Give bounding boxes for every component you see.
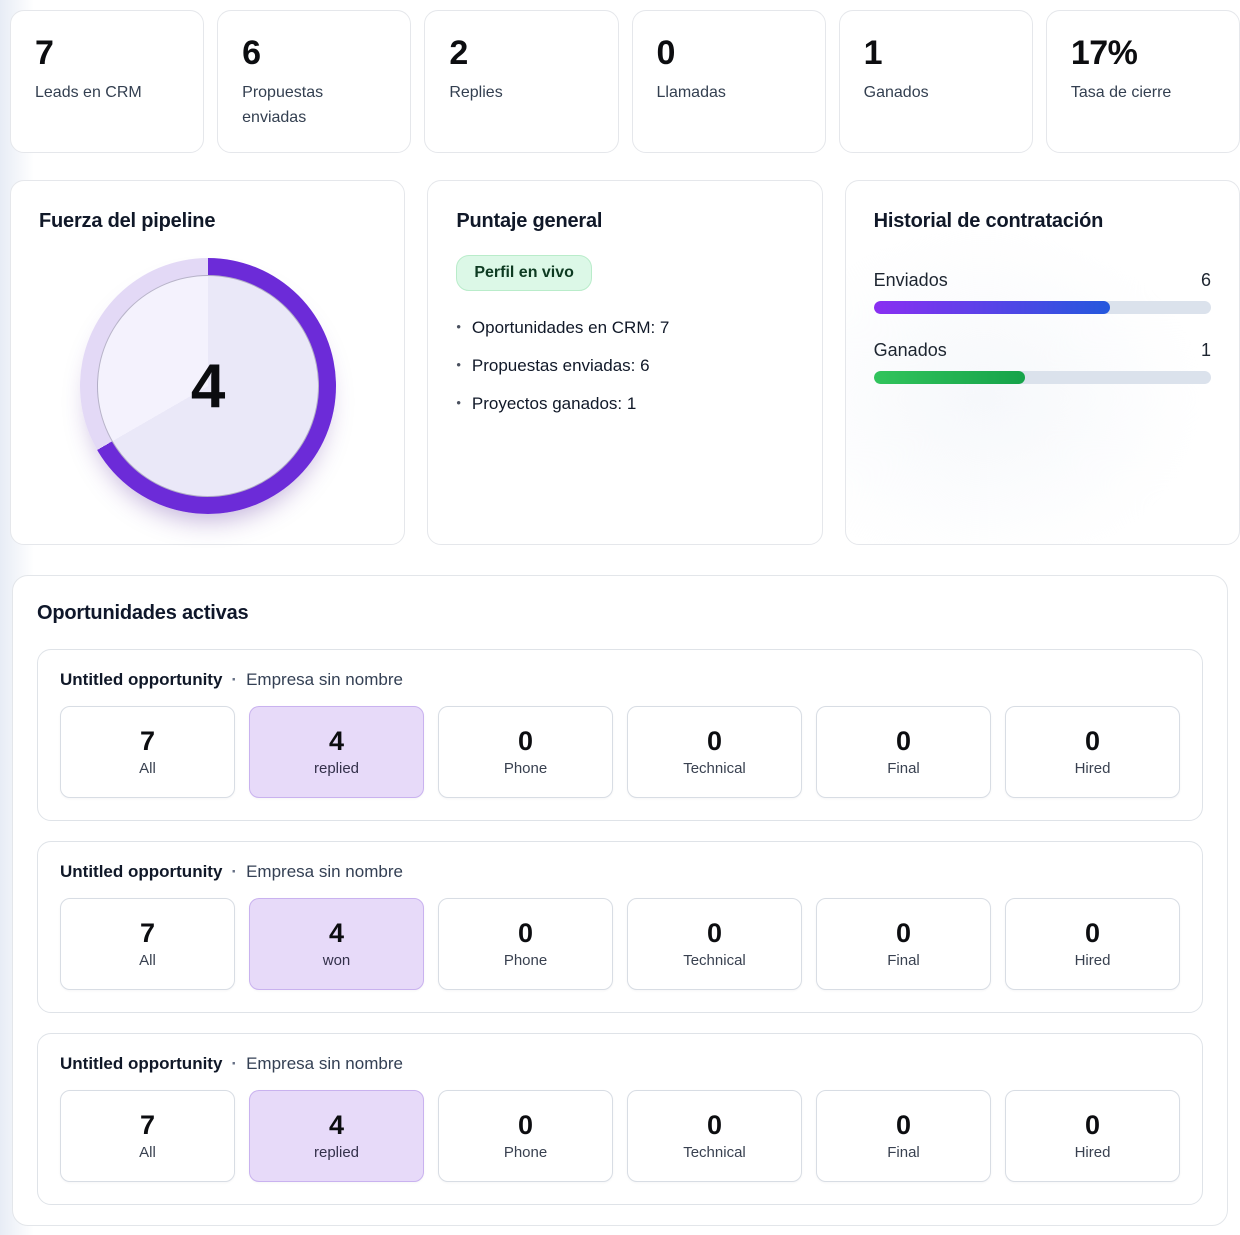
score-title: Puntaje general (456, 210, 603, 232)
stat-card-calls: 0 Llamadas (631, 10, 826, 153)
stat-label: Tasa de cierre (1070, 84, 1172, 102)
active-opportunities-section: Oportunidades activas Untitled opportuni… (12, 575, 1228, 1226)
bar-row-enviados: Enviados 6 (873, 270, 1211, 314)
bar-label: Enviados (873, 270, 948, 290)
dashboard: 7 Leads en CRM 6 Propuestas enviadas 2 R… (0, 10, 1240, 1226)
stage-tile-final[interactable]: 0 Final (816, 706, 991, 798)
bar-value: 1 (1200, 340, 1211, 360)
opportunity-header: Untitled opportunity · Empresa sin nombr… (60, 862, 1180, 882)
opportunity-header: Untitled opportunity · Empresa sin nombr… (60, 670, 1180, 690)
stage-tiles: 7 All 4 won 0 Phone 0 Technical 0 Fina (60, 898, 1180, 990)
stat-value: 0 (656, 34, 676, 72)
progress-track (873, 371, 1211, 384)
opportunity-company: Empresa sin nombre (246, 670, 403, 689)
overall-score-card: Puntaje general Perfil en vivo Oportunid… (427, 180, 823, 545)
stage-tile-hired[interactable]: 0 Hired (1005, 706, 1180, 798)
stat-label: Llamadas (656, 84, 726, 102)
stat-card-leads: 7 Leads en CRM (10, 10, 205, 153)
bar-label: Ganados (873, 340, 947, 360)
stage-tiles: 7 All 4 replied 0 Phone 0 Technical 0 (60, 1090, 1180, 1182)
bar-value: 6 (1200, 270, 1211, 290)
stage-tile-phone[interactable]: 0 Phone (438, 706, 613, 798)
bullet-item: Oportunidades en CRM: 7 (456, 318, 793, 338)
stat-value: 1 (863, 34, 883, 72)
progress-fill (873, 301, 1110, 314)
opportunity-name: Untitled opportunity (60, 1054, 223, 1073)
stage-tiles: 7 All 4 replied 0 Phone 0 Technical 0 (60, 706, 1180, 798)
stage-tile-phone[interactable]: 0 Phone (438, 898, 613, 990)
history-bars: Enviados 6 Ganados 1 (873, 270, 1211, 384)
stage-tile-technical[interactable]: 0 Technical (627, 898, 802, 990)
stat-card-replies: 2 Replies (424, 10, 619, 153)
pipeline-score: 4 (190, 351, 225, 421)
live-profile-badge: Perfil en vivo (456, 255, 592, 291)
stage-tile-final[interactable]: 0 Final (816, 1090, 991, 1182)
pipeline-gauge: 4 (79, 258, 336, 514)
pipeline-gauge-inner: 4 (96, 275, 319, 497)
bullet-item: Propuestas enviadas: 6 (456, 356, 793, 376)
stage-tile-all[interactable]: 7 All (60, 898, 235, 990)
middle-row: Fuerza del pipeline 4 Puntaje general Pe… (10, 180, 1240, 545)
stat-card-close-rate: 17% Tasa de cierre (1045, 10, 1240, 153)
opportunity-company: Empresa sin nombre (246, 862, 403, 881)
stat-value: 17% (1070, 34, 1138, 72)
opportunity-header: Untitled opportunity · Empresa sin nombr… (60, 1054, 1180, 1074)
opportunity-card[interactable]: Untitled opportunity · Empresa sin nombr… (37, 1033, 1203, 1205)
stage-tile-phone[interactable]: 0 Phone (438, 1090, 613, 1182)
opportunity-name: Untitled opportunity (60, 862, 223, 881)
stage-tile-replied[interactable]: 4 replied (249, 706, 424, 798)
stage-tile-hired[interactable]: 0 Hired (1005, 1090, 1180, 1182)
stage-tile-final[interactable]: 0 Final (816, 898, 991, 990)
pipeline-title: Fuerza del pipeline (39, 210, 216, 232)
stage-tile-won[interactable]: 4 won (249, 898, 424, 990)
stat-value: 2 (449, 34, 468, 72)
history-title: Historial de contratación (873, 210, 1104, 232)
stage-tile-all[interactable]: 7 All (60, 1090, 235, 1182)
stat-label: Ganados (863, 84, 929, 102)
stat-card-proposals: 6 Propuestas enviadas (217, 10, 412, 153)
progress-track (873, 301, 1211, 314)
opportunity-company: Empresa sin nombre (246, 1054, 403, 1073)
stat-label: Leads en CRM (35, 84, 142, 102)
stage-tile-hired[interactable]: 0 Hired (1005, 898, 1180, 990)
pipeline-strength-card: Fuerza del pipeline 4 (10, 180, 406, 545)
stats-row: 7 Leads en CRM 6 Propuestas enviadas 2 R… (10, 10, 1240, 153)
bullet-item: Proyectos ganados: 1 (456, 394, 793, 414)
stage-tile-all[interactable]: 7 All (60, 706, 235, 798)
stat-card-won: 1 Ganados (838, 10, 1033, 153)
opportunity-card[interactable]: Untitled opportunity · Empresa sin nombr… (37, 649, 1203, 821)
stat-label: Propuestas enviadas (242, 84, 324, 126)
stat-value: 7 (35, 34, 54, 72)
stage-tile-technical[interactable]: 0 Technical (627, 706, 802, 798)
opportunity-card[interactable]: Untitled opportunity · Empresa sin nombr… (37, 841, 1203, 1013)
opportunity-name: Untitled opportunity (60, 670, 223, 689)
progress-fill (873, 371, 1026, 384)
dot-separator: · (231, 1054, 238, 1073)
stage-tile-replied[interactable]: 4 replied (249, 1090, 424, 1182)
opportunities-title: Oportunidades activas (37, 602, 249, 624)
bar-row-ganados: Ganados 1 (873, 340, 1211, 384)
score-bullet-list: Oportunidades en CRM: 7 Propuestas envia… (456, 318, 793, 414)
stage-tile-technical[interactable]: 0 Technical (627, 1090, 802, 1182)
stat-label: Replies (449, 84, 503, 102)
stat-value: 6 (242, 34, 261, 72)
dot-separator: · (231, 862, 238, 881)
hiring-history-card: Historial de contratación Enviados 6 Gan… (844, 180, 1240, 545)
dot-separator: · (231, 670, 238, 689)
